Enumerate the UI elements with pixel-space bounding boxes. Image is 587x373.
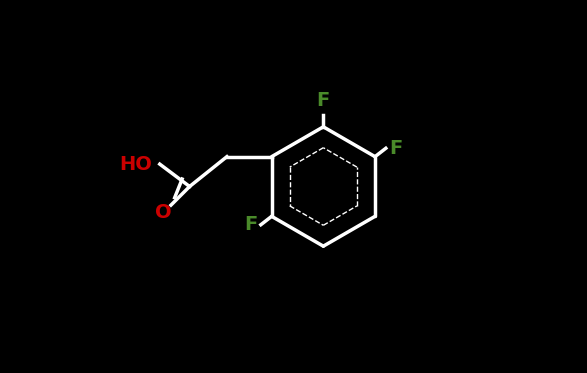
Text: F: F	[244, 215, 257, 234]
Text: F: F	[317, 91, 330, 110]
Text: HO: HO	[119, 155, 152, 173]
Text: F: F	[390, 139, 403, 158]
Text: O: O	[155, 203, 172, 222]
